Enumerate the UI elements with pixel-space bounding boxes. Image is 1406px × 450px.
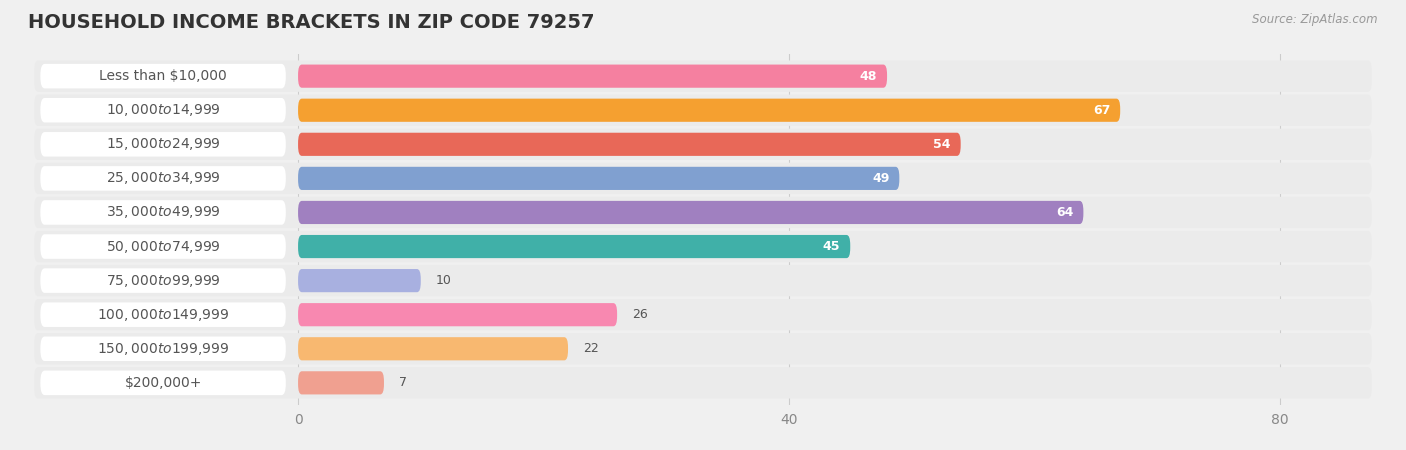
FancyBboxPatch shape <box>34 163 1372 194</box>
Text: 10: 10 <box>436 274 451 287</box>
FancyBboxPatch shape <box>41 234 285 259</box>
FancyBboxPatch shape <box>298 99 1121 122</box>
Text: $200,000+: $200,000+ <box>124 376 202 390</box>
Text: 49: 49 <box>872 172 890 185</box>
FancyBboxPatch shape <box>298 235 851 258</box>
FancyBboxPatch shape <box>34 265 1372 296</box>
FancyBboxPatch shape <box>298 167 900 190</box>
Text: $150,000 to $199,999: $150,000 to $199,999 <box>97 341 229 357</box>
FancyBboxPatch shape <box>34 299 1372 330</box>
FancyBboxPatch shape <box>41 200 285 225</box>
Text: Source: ZipAtlas.com: Source: ZipAtlas.com <box>1253 14 1378 27</box>
Text: HOUSEHOLD INCOME BRACKETS IN ZIP CODE 79257: HOUSEHOLD INCOME BRACKETS IN ZIP CODE 79… <box>28 14 595 32</box>
Text: 7: 7 <box>399 376 406 389</box>
FancyBboxPatch shape <box>34 231 1372 262</box>
FancyBboxPatch shape <box>41 64 285 88</box>
Text: 64: 64 <box>1056 206 1074 219</box>
Text: 67: 67 <box>1092 104 1111 117</box>
Text: $25,000 to $34,999: $25,000 to $34,999 <box>105 171 221 186</box>
FancyBboxPatch shape <box>41 268 285 293</box>
Text: $10,000 to $14,999: $10,000 to $14,999 <box>105 102 221 118</box>
Text: 22: 22 <box>582 342 599 355</box>
Text: $100,000 to $149,999: $100,000 to $149,999 <box>97 307 229 323</box>
FancyBboxPatch shape <box>41 302 285 327</box>
FancyBboxPatch shape <box>34 333 1372 364</box>
FancyBboxPatch shape <box>298 337 568 360</box>
Text: $35,000 to $49,999: $35,000 to $49,999 <box>105 204 221 220</box>
FancyBboxPatch shape <box>298 303 617 326</box>
FancyBboxPatch shape <box>41 337 285 361</box>
FancyBboxPatch shape <box>34 129 1372 160</box>
FancyBboxPatch shape <box>298 201 1084 224</box>
Text: 45: 45 <box>823 240 841 253</box>
FancyBboxPatch shape <box>298 371 384 395</box>
Text: $75,000 to $99,999: $75,000 to $99,999 <box>105 273 221 288</box>
Text: $50,000 to $74,999: $50,000 to $74,999 <box>105 238 221 255</box>
Text: 54: 54 <box>934 138 950 151</box>
FancyBboxPatch shape <box>34 367 1372 399</box>
FancyBboxPatch shape <box>41 166 285 191</box>
FancyBboxPatch shape <box>34 197 1372 228</box>
FancyBboxPatch shape <box>298 64 887 88</box>
FancyBboxPatch shape <box>41 132 285 157</box>
FancyBboxPatch shape <box>41 371 285 395</box>
FancyBboxPatch shape <box>34 60 1372 92</box>
Text: 48: 48 <box>860 70 877 83</box>
FancyBboxPatch shape <box>298 133 960 156</box>
FancyBboxPatch shape <box>41 98 285 122</box>
FancyBboxPatch shape <box>34 94 1372 126</box>
Text: 26: 26 <box>631 308 648 321</box>
Text: $15,000 to $24,999: $15,000 to $24,999 <box>105 136 221 152</box>
FancyBboxPatch shape <box>298 269 420 292</box>
Text: Less than $10,000: Less than $10,000 <box>100 69 226 83</box>
